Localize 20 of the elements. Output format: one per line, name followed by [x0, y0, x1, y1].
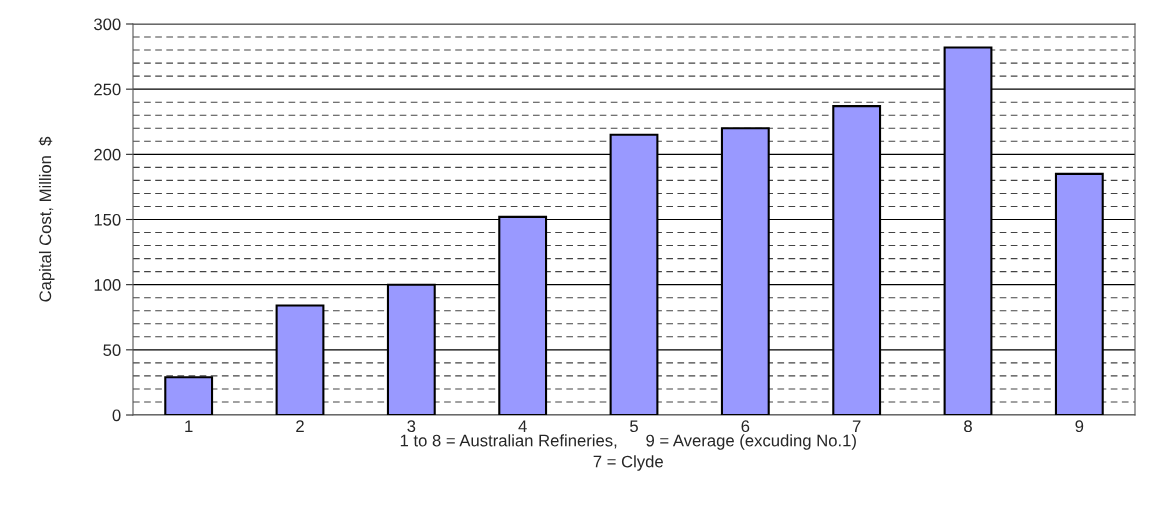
x-tick-label: 8	[964, 420, 972, 433]
bar	[164, 376, 214, 415]
x-tick-label: 2	[296, 420, 304, 432]
x-tick-label: 1	[185, 420, 193, 432]
y-tick-label: 0	[112, 409, 121, 422]
y-tick-label: 100	[94, 279, 121, 291]
y-tick-label: 50	[103, 344, 121, 357]
y-tick-label: 200	[94, 148, 121, 161]
y-tick-label: 150	[94, 213, 121, 226]
text: 1 to 8 = Australian Refineries, 9 = Average (excuding No.1)	[400, 434, 856, 450]
y-tick-label: 250	[94, 83, 121, 96]
x-tick-label: 3	[407, 420, 416, 433]
x-tick-label: 7	[852, 420, 861, 432]
x-tick-label: 5	[630, 420, 638, 433]
text: 7 = Clyde	[593, 455, 663, 471]
x-tick-label: 6	[741, 420, 750, 433]
x-tick-label: 9	[1075, 420, 1084, 433]
y-axis-title: Capital Cost, Million $	[38, 136, 55, 302]
y-tick-label: 300	[94, 18, 121, 31]
x-tick-label: 4	[518, 420, 527, 432]
